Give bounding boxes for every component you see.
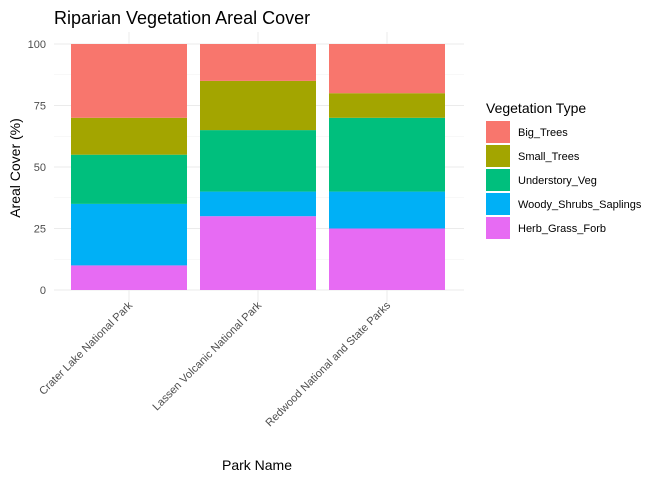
bar-segment (200, 130, 316, 192)
bar-segment (71, 44, 187, 118)
x-tick-label: Crater Lake National Park (37, 299, 135, 397)
y-tick-label: 100 (28, 39, 46, 51)
bar-segment (200, 80, 316, 131)
y-tick-label: 75 (34, 101, 46, 113)
x-axis-title: Park Name (222, 457, 292, 473)
y-axis-ticks: 0 25 50 75 100 (28, 39, 46, 297)
legend-title: Vegetation Type (486, 100, 586, 116)
bar-segment (329, 117, 445, 192)
legend-swatch (486, 121, 510, 143)
x-tick-label: Redwood National and State Parks (264, 299, 394, 429)
legend-label: Herb_Grass_Forb (518, 223, 606, 235)
chart-title: Riparian Vegetation Areal Cover (54, 8, 310, 28)
legend-swatch (486, 193, 510, 215)
y-axis-title: Areal Cover (%) (7, 118, 23, 218)
x-axis-ticks: Crater Lake National Park Lassen Volcanic… (37, 299, 393, 429)
y-tick-label: 25 (34, 224, 46, 236)
legend-swatch (486, 217, 510, 239)
legend-swatch (486, 145, 510, 167)
bar-segment (329, 228, 445, 290)
bar-segment (200, 191, 316, 217)
legend-label: Woody_Shrubs_Saplings (518, 199, 642, 211)
x-tick-label: Lassen Volcanic National Park (151, 299, 265, 413)
bar-segment (71, 117, 187, 155)
bar-segment (200, 216, 316, 290)
legend-label: Small_Trees (518, 151, 580, 163)
bar-segment (200, 44, 316, 81)
legend-swatch (486, 169, 510, 191)
bar-segment (71, 265, 187, 290)
legend-label: Big_Trees (518, 127, 568, 139)
bars (71, 44, 445, 290)
y-tick-label: 50 (34, 162, 46, 174)
bar-segment (329, 191, 445, 229)
legend: Vegetation Type Big_Trees Small_Trees Unde… (486, 100, 642, 239)
y-tick-label: 0 (40, 285, 46, 297)
bar-segment (71, 154, 187, 204)
bar-segment (329, 93, 445, 118)
legend-label: Understory_Veg (518, 175, 597, 187)
bar-segment (329, 44, 445, 94)
bar-segment (71, 203, 187, 266)
